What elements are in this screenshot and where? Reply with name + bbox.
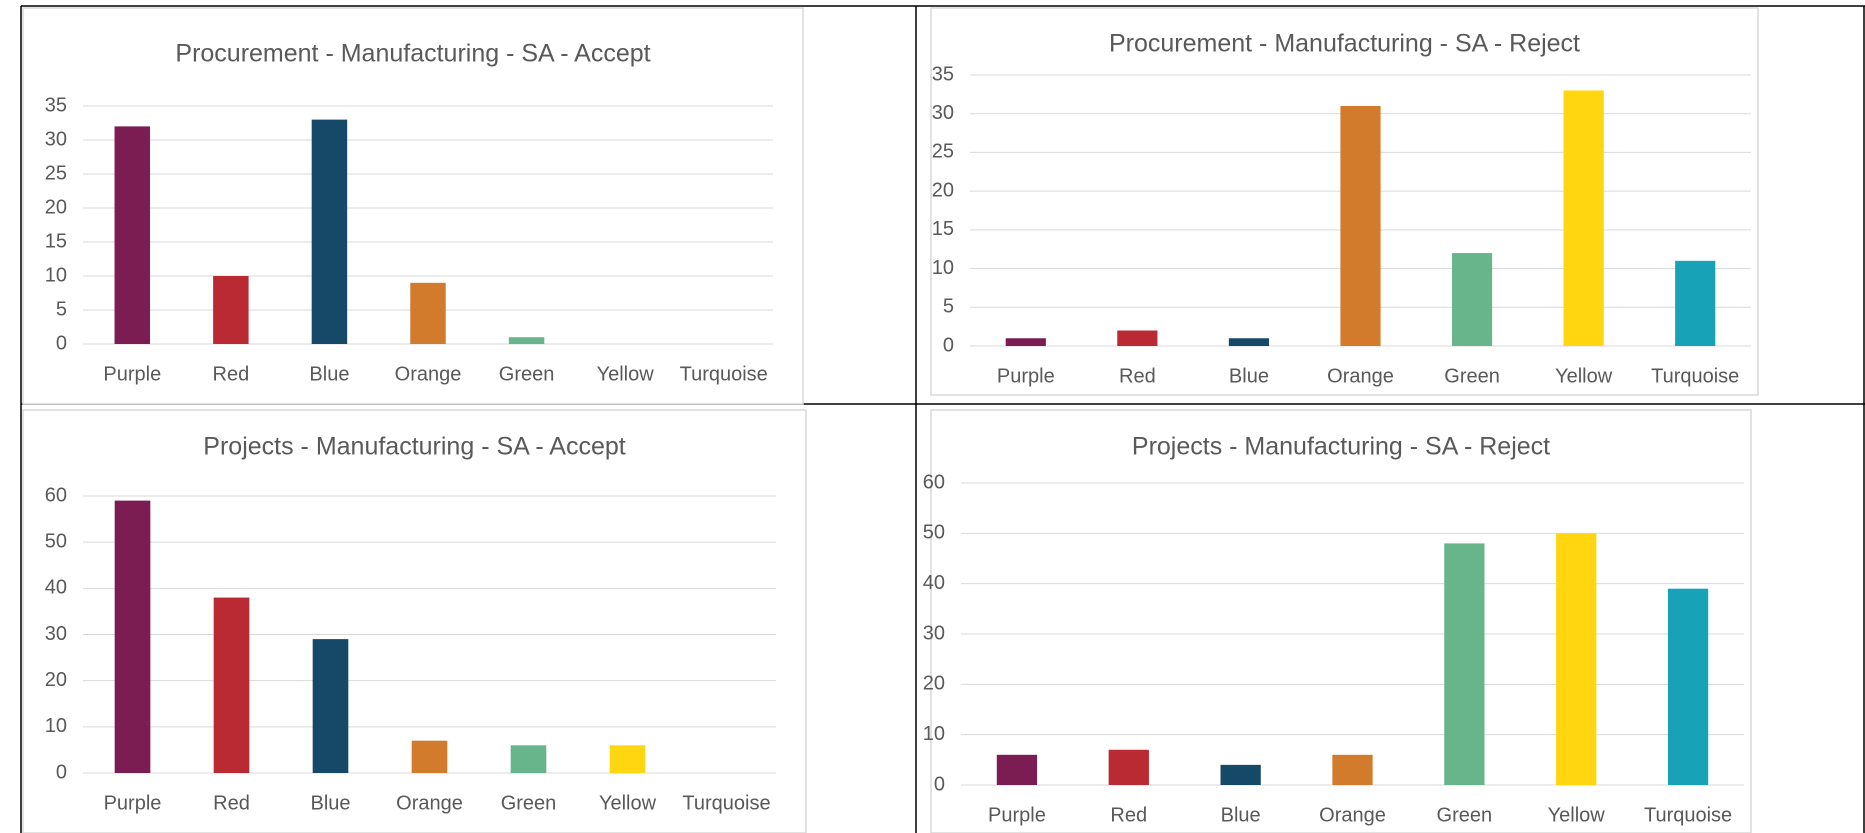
bar	[1556, 533, 1597, 785]
x-tick-label: Purple	[103, 363, 161, 385]
bar	[410, 282, 446, 344]
x-tick-label: Orange	[1327, 365, 1394, 387]
x-tick-label: Turquoise	[680, 363, 768, 385]
bar	[213, 276, 249, 344]
y-tick-label: 0	[56, 332, 67, 354]
chart-title: Procurement - Manufacturing - SA - Rejec…	[1109, 30, 1580, 58]
x-tick-label: Orange	[395, 363, 462, 385]
bar	[1667, 588, 1709, 785]
y-tick-label: 15	[932, 218, 954, 240]
bar	[114, 126, 151, 345]
x-tick-label: Turquoise	[682, 792, 770, 814]
x-tick-label: Green	[501, 792, 557, 814]
bar	[1108, 749, 1149, 785]
bar	[996, 754, 1038, 785]
bar	[213, 597, 250, 773]
y-tick-label: 60	[45, 484, 67, 506]
x-tick-label: Yellow	[599, 792, 657, 814]
bar	[508, 337, 545, 344]
x-tick-label: Blue	[310, 792, 350, 814]
y-tick-label: 25	[932, 141, 954, 163]
chart-title: Procurement - Manufacturing - SA - Accep…	[175, 40, 650, 68]
bar	[510, 745, 547, 773]
x-tick-label: Green	[499, 363, 555, 385]
bar	[312, 639, 349, 773]
x-tick-label: Blue	[309, 363, 349, 385]
bar	[1444, 543, 1485, 785]
x-tick-label: Yellow	[1555, 365, 1613, 387]
x-tick-label: Turquoise	[1651, 365, 1739, 387]
bar	[1220, 764, 1261, 785]
bar	[1563, 90, 1604, 346]
bar	[609, 745, 646, 773]
bar	[411, 740, 448, 773]
x-tick-label: Green	[1437, 804, 1493, 826]
y-tick-label: 15	[45, 230, 67, 252]
y-tick-label: 35	[45, 94, 67, 116]
bar	[1340, 105, 1381, 346]
y-tick-label: 5	[56, 298, 67, 320]
bar	[1675, 260, 1716, 346]
y-tick-label: 40	[923, 572, 945, 594]
x-tick-label: Green	[1444, 365, 1500, 387]
x-tick-label: Yellow	[1548, 804, 1606, 826]
bar	[114, 500, 151, 773]
y-tick-label: 60	[923, 471, 945, 493]
chart-title: Projects - Manufacturing - SA - Reject	[1132, 433, 1550, 461]
y-tick-label: 25	[45, 162, 67, 184]
x-tick-label: Yellow	[597, 363, 655, 385]
x-tick-label: Orange	[1319, 804, 1386, 826]
bar	[1117, 330, 1158, 346]
bar	[1332, 754, 1373, 785]
y-tick-label: 30	[932, 102, 954, 124]
x-tick-label: Red	[1119, 365, 1156, 387]
bar	[1451, 253, 1493, 346]
x-tick-label: Red	[1110, 804, 1147, 826]
y-tick-label: 50	[923, 522, 945, 544]
x-tick-label: Blue	[1229, 365, 1269, 387]
x-tick-label: Red	[213, 792, 250, 814]
y-tick-label: 20	[45, 669, 67, 691]
y-tick-label: 35	[932, 63, 954, 85]
bar	[1228, 338, 1270, 346]
y-tick-label: 40	[45, 577, 67, 599]
y-tick-label: 50	[45, 530, 67, 552]
bar	[311, 119, 348, 344]
y-tick-label: 30	[45, 623, 67, 645]
y-tick-label: 0	[943, 334, 954, 356]
x-tick-label: Purple	[104, 792, 162, 814]
y-tick-label: 20	[932, 179, 954, 201]
y-tick-label: 5	[943, 296, 954, 318]
y-tick-label: 20	[923, 673, 945, 695]
y-tick-label: 10	[923, 723, 945, 745]
x-tick-label: Orange	[396, 792, 463, 814]
x-tick-label: Red	[213, 363, 250, 385]
x-tick-label: Blue	[1221, 804, 1261, 826]
y-tick-label: 30	[923, 622, 945, 644]
y-tick-label: 20	[45, 196, 67, 218]
y-tick-label: 10	[45, 264, 67, 286]
y-tick-label: 0	[934, 773, 945, 795]
y-tick-label: 0	[56, 761, 67, 783]
chart-title: Projects - Manufacturing - SA - Accept	[203, 433, 625, 461]
y-tick-label: 30	[45, 128, 67, 150]
y-tick-label: 10	[45, 715, 67, 737]
x-tick-label: Turquoise	[1644, 804, 1732, 826]
x-tick-label: Purple	[988, 804, 1046, 826]
y-tick-label: 10	[932, 257, 954, 279]
bar	[1005, 338, 1046, 346]
x-tick-label: Purple	[997, 365, 1055, 387]
